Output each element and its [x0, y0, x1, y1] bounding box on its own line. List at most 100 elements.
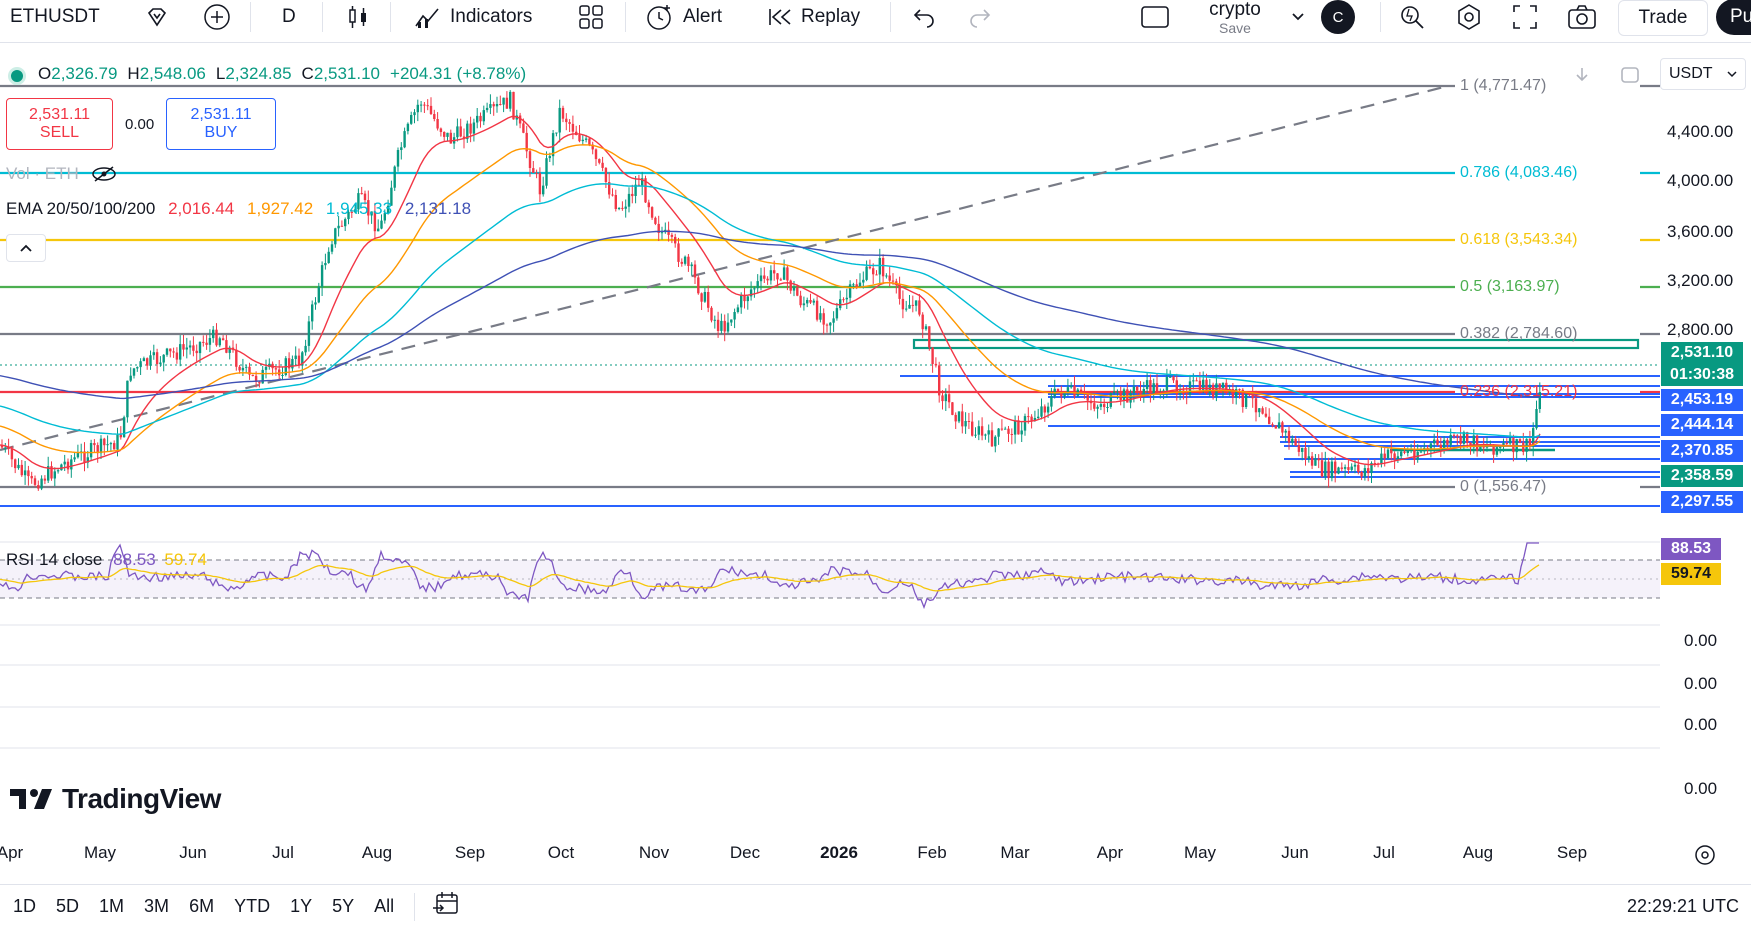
zone-rectangle[interactable] [912, 338, 1640, 350]
candle-body [297, 355, 301, 366]
range-button-1d[interactable]: 1D [13, 896, 37, 916]
alert-button[interactable]: Alert [645, 0, 722, 34]
candle-body [1169, 376, 1172, 378]
range-button-1m[interactable]: 1M [99, 896, 125, 916]
candle-body [581, 139, 584, 142]
candle-body [1343, 467, 1347, 469]
candle-body [99, 438, 103, 454]
candle-body [429, 105, 433, 114]
snapshot-camera-icon[interactable] [1567, 0, 1597, 34]
publish-button[interactable]: Pu [1716, 0, 1751, 35]
candle-body [743, 295, 746, 302]
buy-label: BUY [204, 124, 238, 141]
candle-body [1013, 420, 1017, 435]
range-button-5y[interactable]: 5Y [332, 896, 355, 916]
candle-body [825, 324, 829, 326]
candle-body [380, 220, 383, 229]
candle-body [1492, 444, 1495, 455]
candle-body [1386, 449, 1390, 459]
indicators-button[interactable]: Indicators [414, 0, 532, 34]
range-button-all[interactable]: All [374, 896, 395, 916]
close-value: 2,531.10 [313, 64, 381, 83]
symbol-search-button[interactable]: ETHUSDT [10, 0, 100, 34]
interval-button[interactable]: D [282, 0, 296, 34]
candle-body [1535, 409, 1538, 429]
candle-body [1324, 461, 1327, 477]
ema20-value: 2,016.44 [168, 199, 235, 218]
fullscreen-icon[interactable] [1512, 0, 1538, 34]
candle-body [1086, 393, 1089, 401]
timezone-settings-icon[interactable] [1693, 843, 1717, 872]
watchlist-diamond-icon[interactable] [145, 0, 169, 34]
candle-body [528, 151, 532, 168]
layout-dropdown-chevron-icon[interactable] [1290, 0, 1306, 34]
buy-button[interactable]: 2,531.11 BUY [166, 98, 276, 150]
candle-body [1258, 408, 1261, 413]
candle-body [604, 167, 608, 182]
time-tick: Apr [1096, 843, 1124, 862]
volume-label: Vol · ETH [6, 164, 79, 183]
candle-body [334, 228, 337, 245]
candle-body [647, 202, 650, 208]
candle-body [1188, 381, 1192, 395]
candle-body [172, 351, 175, 353]
trade-button[interactable]: Trade [1618, 0, 1708, 36]
layout-name-button[interactable]: crypto Save [1200, 0, 1270, 36]
utc-clock[interactable]: 22:29:21 UTC [1626, 896, 1739, 916]
layout-name: crypto [1209, 0, 1261, 20]
candle-body [215, 329, 218, 346]
hidden-eye-icon[interactable] [91, 165, 117, 183]
add-symbol-icon[interactable] [203, 0, 231, 34]
range-button-1y[interactable]: 1Y [290, 896, 313, 916]
layout-select-icon[interactable] [1140, 0, 1170, 34]
range-button-ytd[interactable]: YTD [234, 896, 271, 916]
settings-gear-icon[interactable] [1455, 0, 1483, 34]
sell-button[interactable]: 2,531.11 SELL [6, 98, 113, 150]
date-range-calendar-icon[interactable] [433, 890, 461, 923]
scroll-down-icon[interactable] [1574, 66, 1590, 89]
undo-icon[interactable] [912, 0, 936, 34]
candle-body [416, 104, 419, 113]
tradingview-logo[interactable]: TradingView [10, 783, 221, 815]
range-button-5d[interactable]: 5D [56, 896, 80, 916]
candle-body [357, 193, 360, 210]
currency-select[interactable]: USDT [1660, 58, 1746, 90]
range-button-3m[interactable]: 3M [144, 896, 170, 916]
quick-search-icon[interactable] [1398, 0, 1426, 34]
candle-body [1528, 438, 1532, 447]
replay-button[interactable]: Replay [767, 0, 860, 34]
candle-body [320, 265, 324, 287]
auto-scale-icon[interactable] [1620, 66, 1640, 89]
fib-label: 1 (4,771.47) [1460, 77, 1547, 94]
price-chart[interactable] [0, 43, 1660, 813]
candle-body [327, 251, 330, 263]
trend-line[interactable] [0, 84, 1449, 452]
candle-body [565, 118, 568, 123]
candle-body [1073, 385, 1076, 396]
candle-body [205, 342, 208, 345]
ema-legend[interactable]: EMA 20/50/100/200 2,016.44 1,927.42 1,94… [6, 199, 471, 219]
user-avatar[interactable]: C [1321, 0, 1355, 34]
replay-label: Replay [801, 6, 861, 27]
time-tick: Aug [1462, 843, 1494, 862]
candle-body [631, 193, 634, 197]
candles-chart-type-icon[interactable] [346, 0, 370, 34]
candle-body [294, 355, 297, 359]
candle-body [548, 156, 551, 159]
time-tick: Feb [917, 843, 947, 862]
candle-body [274, 368, 278, 370]
collapse-legend-button[interactable] [6, 234, 46, 262]
candle-body [951, 402, 954, 415]
candle-body [70, 459, 73, 470]
redo-icon[interactable] [968, 0, 992, 34]
volume-legend[interactable]: Vol · ETH [6, 164, 117, 184]
templates-grid-icon[interactable] [578, 0, 604, 34]
range-button-6m[interactable]: 6M [189, 896, 215, 916]
candle-body [14, 459, 17, 469]
candle-body [423, 104, 426, 106]
candle-body [1043, 406, 1046, 413]
lower-pane-tick: 0.00 [1684, 674, 1718, 693]
candle-body [980, 426, 984, 436]
candle-body [459, 126, 462, 137]
rsi-legend[interactable]: RSI 14 close 88.53 59.74 [6, 550, 207, 570]
